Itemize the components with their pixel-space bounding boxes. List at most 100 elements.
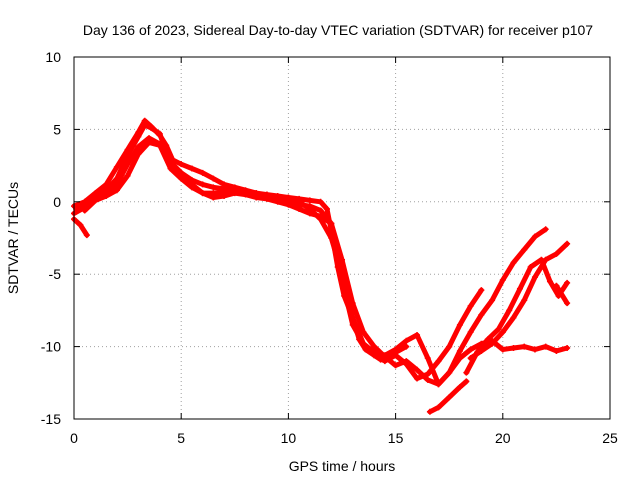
data-point-marker [489, 340, 496, 347]
data-point-marker [489, 297, 496, 304]
data-point-marker [553, 347, 560, 354]
data-point-marker [178, 169, 185, 176]
data-point-marker [474, 349, 481, 356]
data-point-marker [306, 197, 313, 204]
data-point-marker [426, 408, 433, 415]
data-point-marker [484, 336, 491, 343]
data-point-marker [506, 307, 513, 314]
data-point-marker [521, 297, 528, 304]
y-tick-label: 10 [45, 49, 61, 65]
data-point-marker [446, 394, 453, 401]
data-point-marker [339, 271, 345, 278]
data-point-marker [564, 240, 571, 247]
data-point-marker [564, 300, 571, 307]
data-point-marker [546, 278, 553, 285]
data-point-marker [435, 358, 442, 365]
y-tick-label: -15 [41, 411, 61, 427]
data-point-marker [467, 303, 474, 310]
data-point-marker [317, 198, 324, 205]
data-point-marker [199, 169, 206, 176]
data-point-marker [553, 282, 560, 289]
data-point-marker [456, 321, 463, 328]
x-axis-label: GPS time / hours [289, 458, 396, 474]
data-point-marker [167, 165, 174, 172]
data-point-marker [92, 190, 99, 197]
x-tick-labels: 0 5 10 15 20 25 [70, 430, 618, 446]
data-point-marker [456, 384, 463, 391]
x-tick-label: 0 [70, 430, 78, 446]
data-point-marker [510, 314, 517, 321]
data-point-marker [92, 197, 99, 204]
data-point-marker [564, 279, 571, 286]
data-point-marker [210, 184, 217, 191]
data-point-marker [221, 188, 228, 195]
data-point-marker [527, 263, 534, 270]
data-series-track-5 [468, 241, 570, 361]
data-point-marker [163, 142, 170, 149]
data-point-marker [531, 233, 538, 240]
data-point-marker [317, 207, 324, 214]
data-point-marker [328, 235, 335, 241]
data-point-marker [103, 181, 110, 188]
y-tick-label: 0 [53, 194, 61, 210]
y-tick-label: 5 [53, 121, 61, 137]
data-point-marker [371, 352, 378, 359]
data-point-marker [435, 404, 442, 411]
y-axis-label: SDTVAR / TECUs [5, 182, 21, 294]
y-tick-label: -10 [41, 339, 61, 355]
data-point-marker [499, 329, 506, 336]
data-point-marker [467, 346, 474, 353]
data-point-marker [148, 123, 155, 130]
data-point-marker [81, 201, 88, 208]
data-point-marker [113, 187, 120, 194]
data-point-marker [392, 362, 399, 369]
data-point-marker [510, 259, 517, 266]
data-point-marker [403, 360, 410, 367]
data-point-marker [467, 329, 474, 336]
data-point-marker [521, 246, 528, 253]
y-tick-label: -5 [49, 266, 62, 282]
data-point-marker [516, 285, 523, 292]
data-point-marker [113, 164, 120, 171]
data-point-marker [349, 314, 356, 321]
data-point-marker [103, 193, 110, 200]
data-point-marker [146, 139, 153, 146]
data-point-marker [274, 195, 281, 202]
data-point-marker [463, 369, 470, 376]
data-point-marker [124, 146, 131, 153]
data-point-marker [210, 190, 217, 197]
data-point-marker [360, 329, 367, 336]
data-point-marker [414, 366, 421, 373]
data-series-track-2 [71, 118, 570, 387]
data-point-marker [371, 343, 378, 350]
data-point-marker [446, 343, 453, 350]
plot-frame [73, 56, 611, 420]
data-point-marker [285, 198, 292, 205]
data-point-marker [424, 355, 431, 362]
data-point-marker [478, 311, 485, 318]
data-traces [71, 117, 571, 415]
axis-ticks [73, 56, 611, 420]
data-point-marker [188, 184, 195, 191]
data-point-marker [538, 256, 545, 263]
data-point-marker [435, 381, 442, 388]
data-series-track-9 [553, 283, 570, 306]
data-point-marker [231, 188, 238, 195]
x-tick-label: 20 [495, 430, 511, 446]
x-tick-label: 10 [281, 430, 297, 446]
data-point-marker [424, 376, 431, 383]
data-point-marker [124, 172, 131, 179]
chart-title: Day 136 of 2023, Sidereal Day-to-day VTE… [83, 22, 593, 38]
data-point-marker [77, 221, 84, 228]
data-point-marker [178, 161, 185, 168]
data-point-marker [381, 358, 388, 365]
data-point-marker [495, 326, 502, 333]
data-point-marker [323, 206, 330, 213]
data-point-marker [403, 337, 410, 344]
data-point-marker [510, 345, 517, 352]
x-tick-label: 5 [177, 430, 185, 446]
data-point-marker [499, 346, 506, 353]
data-point-marker [81, 207, 88, 214]
data-point-marker [392, 346, 399, 353]
